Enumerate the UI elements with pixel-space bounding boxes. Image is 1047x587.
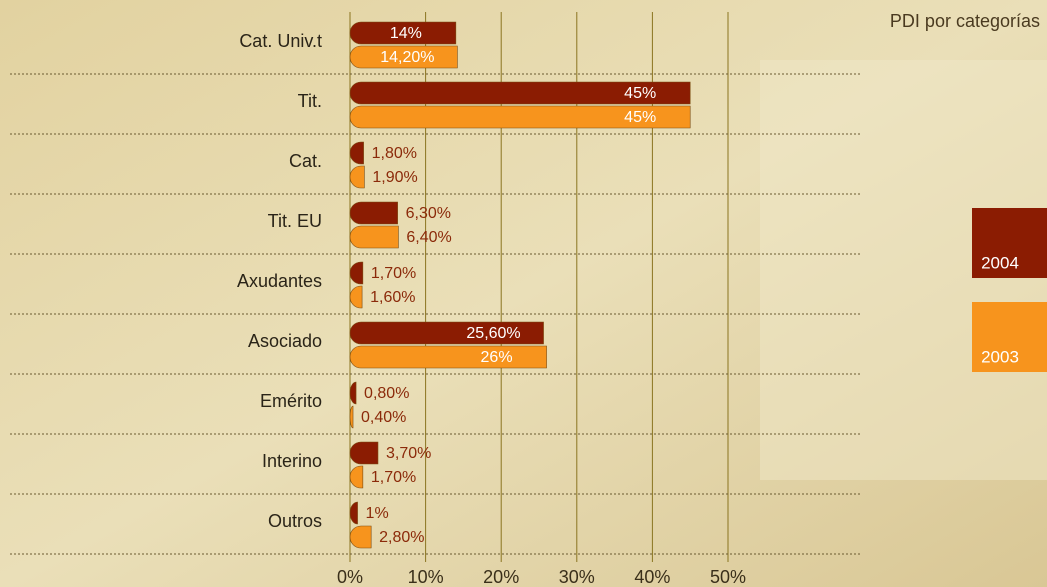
bar — [349, 405, 354, 429]
value-label: 6,40% — [406, 229, 451, 246]
value-label: 1,70% — [371, 469, 416, 486]
bar — [349, 285, 363, 309]
bar — [349, 21, 457, 45]
bar — [349, 345, 547, 369]
value-label: 26% — [481, 349, 513, 366]
y-tick-label: Cat. Univ.t — [239, 31, 322, 51]
value-label: 1,60% — [370, 289, 415, 306]
x-tick-label: 20% — [483, 567, 519, 587]
value-label: 6,30% — [406, 205, 451, 222]
value-label: 0,40% — [361, 409, 406, 426]
value-label: 45% — [624, 109, 656, 126]
y-tick-label: Cat. — [289, 151, 322, 171]
value-label: 1,90% — [372, 169, 417, 186]
legend-swatch — [972, 302, 1047, 372]
bar — [349, 441, 379, 465]
bar — [349, 105, 691, 129]
value-label: 1,80% — [372, 145, 417, 162]
legend-label: 2003 — [981, 347, 1019, 366]
value-label: 25,60% — [466, 325, 520, 342]
value-label: 2,80% — [379, 529, 424, 546]
y-tick-label: Tit. — [298, 91, 322, 111]
value-label: 14,20% — [380, 49, 434, 66]
legend-swatch — [972, 208, 1047, 278]
bar — [349, 81, 691, 105]
bar — [349, 321, 544, 345]
x-tick-label: 50% — [710, 567, 746, 587]
bar — [349, 381, 357, 405]
value-label: 0,80% — [364, 385, 409, 402]
y-tick-label: Interino — [262, 451, 322, 471]
x-tick-label: 10% — [408, 567, 444, 587]
bar — [349, 141, 364, 165]
x-tick-label: 30% — [559, 567, 595, 587]
bar — [349, 165, 365, 189]
bar — [349, 525, 372, 549]
chart-title: PDI por categorías — [890, 11, 1040, 31]
value-label: 14% — [390, 25, 422, 42]
y-tick-label: Outros — [268, 511, 322, 531]
y-tick-label: Emérito — [260, 391, 322, 411]
value-label: 1,70% — [371, 265, 416, 282]
x-tick-label: 0% — [337, 567, 363, 587]
bar — [349, 225, 399, 249]
bar — [349, 261, 364, 285]
y-tick-label: Tit. EU — [268, 211, 322, 231]
bar — [349, 201, 398, 225]
value-label: 3,70% — [386, 445, 431, 462]
bar — [349, 465, 364, 489]
y-tick-label: Asociado — [248, 331, 322, 351]
legend-label: 2004 — [981, 253, 1019, 272]
value-label: 1% — [366, 505, 389, 522]
x-tick-label: 40% — [634, 567, 670, 587]
bar — [349, 501, 358, 525]
y-tick-label: Axudantes — [237, 271, 322, 291]
value-label: 45% — [624, 85, 656, 102]
bar — [349, 45, 458, 69]
